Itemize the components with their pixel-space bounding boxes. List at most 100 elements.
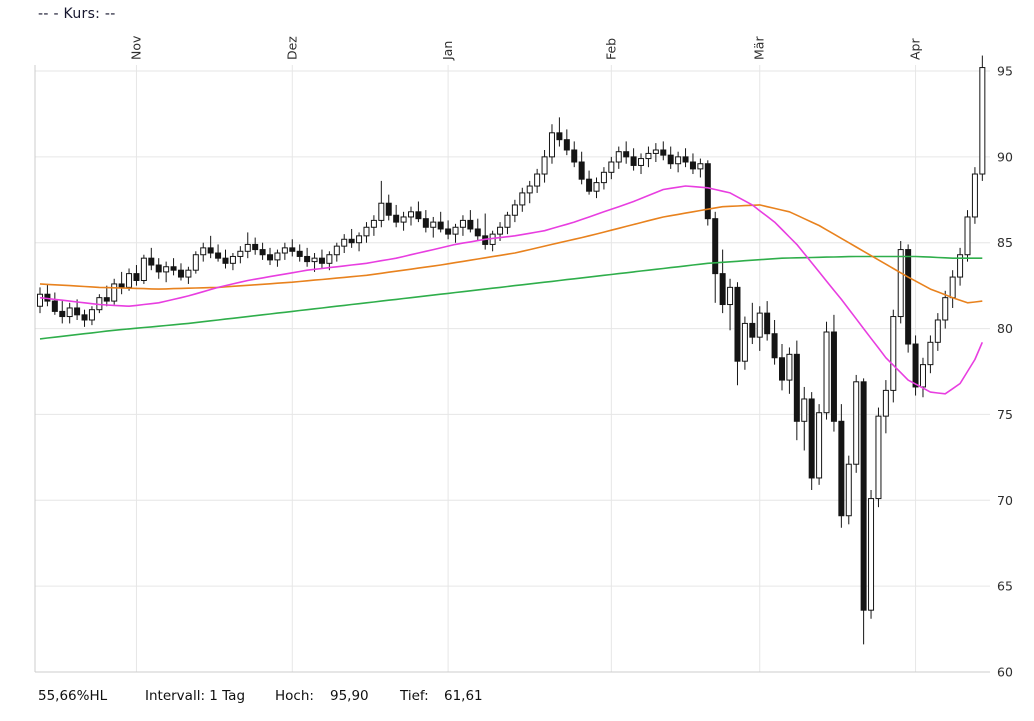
- candle-body: [445, 228, 452, 235]
- candle-body: [88, 309, 95, 321]
- price-chart[interactable]: 95 90 85 80 75 70 65 60 Nov Dez Jan Feb Mär Apr: [0, 0, 1034, 688]
- y-tick-label: 85: [997, 235, 1013, 250]
- y-tick-label: 75: [997, 407, 1013, 422]
- y-tick-label: 60: [997, 665, 1013, 680]
- candle-body: [623, 151, 630, 158]
- x-month-label: Apr: [908, 38, 923, 60]
- candle-body: [378, 202, 385, 221]
- candle-body: [400, 216, 407, 223]
- y-tick-label: 65: [997, 579, 1013, 594]
- candle-body: [237, 250, 244, 257]
- candle-body: [897, 249, 904, 318]
- low-label: Tief:: [400, 688, 429, 704]
- candle-body: [437, 221, 444, 230]
- ma-fast-line: [39, 185, 984, 395]
- candle-body: [393, 214, 400, 223]
- candle-body: [556, 132, 563, 141]
- candle-body: [868, 498, 875, 611]
- candle-body: [808, 398, 815, 479]
- candle-body: [452, 226, 459, 235]
- candle-body: [348, 238, 355, 244]
- candle-body: [682, 156, 689, 163]
- candle-body: [422, 218, 429, 228]
- candle-body: [59, 310, 66, 318]
- chart-footer: 55,66%HL Intervall: 1 Tag Hoch: 95,90 Ti…: [0, 688, 1034, 710]
- ma-medium-line: [39, 204, 983, 304]
- x-month-label: Dez: [284, 36, 299, 60]
- candle-body: [304, 255, 311, 263]
- x-month-label: Mär: [752, 36, 767, 60]
- candle-body: [519, 192, 526, 206]
- candle-body: [341, 238, 348, 247]
- candle-body: [689, 161, 696, 170]
- candle-body: [890, 316, 897, 391]
- candle-body: [741, 322, 748, 362]
- candle-body: [571, 149, 578, 163]
- candle-body: [578, 161, 585, 180]
- candle-body: [185, 269, 192, 278]
- candle-body: [66, 307, 73, 318]
- candle-body: [749, 322, 756, 338]
- candle-body: [408, 211, 414, 218]
- candle-body: [111, 283, 118, 302]
- candle-body: [326, 254, 333, 264]
- candle-body: [356, 235, 363, 244]
- candle-body: [370, 219, 377, 228]
- y-tick-label: 95: [997, 64, 1013, 79]
- candle-body: [200, 247, 207, 256]
- candle-body: [942, 297, 949, 321]
- candle-body: [875, 415, 882, 500]
- candle-body: [222, 257, 229, 264]
- candle-body: [719, 273, 726, 306]
- y-tick-label: 80: [997, 321, 1013, 336]
- candle-body: [882, 389, 889, 417]
- candle-body: [801, 398, 808, 422]
- candle-body: [133, 273, 140, 281]
- candle-body: [333, 245, 340, 256]
- candle-body: [919, 364, 926, 388]
- candle-body: [163, 266, 170, 273]
- candle-body: [289, 247, 296, 252]
- candle-body: [771, 333, 778, 359]
- candle-body: [541, 156, 548, 175]
- candle-body: [244, 243, 251, 252]
- candle-body: [830, 331, 837, 422]
- candle-body: [274, 252, 281, 261]
- candle-body: [645, 152, 652, 160]
- candle-body: [615, 151, 622, 163]
- low-value: 61,61: [444, 688, 483, 704]
- candle-body: [51, 300, 58, 312]
- candle-body: [786, 353, 793, 381]
- candle-body: [74, 307, 81, 316]
- candle-body: [415, 211, 422, 220]
- candle-body: [704, 163, 711, 220]
- candle-body: [526, 185, 533, 194]
- candle-body: [727, 286, 734, 306]
- x-month-label: Feb: [603, 38, 618, 60]
- candle-body: [845, 463, 852, 517]
- candle-body: [927, 341, 934, 366]
- candle-body: [793, 353, 800, 422]
- candle-body: [734, 286, 741, 362]
- y-tick-label: 90: [997, 149, 1013, 164]
- candle-body: [638, 158, 645, 166]
- candle-body: [215, 252, 222, 259]
- candle-body: [934, 319, 941, 343]
- candle-body: [905, 249, 912, 345]
- x-month-label: Nov: [128, 35, 143, 60]
- candle-body: [430, 221, 437, 228]
- candle-body: [103, 297, 110, 302]
- candle-body: [971, 173, 978, 218]
- candle-body: [81, 314, 88, 321]
- candle-body: [838, 420, 845, 517]
- grid: [35, 65, 990, 673]
- candle-body: [497, 226, 504, 235]
- candles: [37, 55, 986, 645]
- candle-body: [252, 243, 259, 251]
- candle-body: [712, 218, 719, 275]
- candle-body: [964, 216, 971, 256]
- candle-body: [318, 257, 325, 264]
- candle-body: [816, 412, 823, 479]
- candle-body: [511, 204, 518, 216]
- candle-body: [563, 139, 570, 151]
